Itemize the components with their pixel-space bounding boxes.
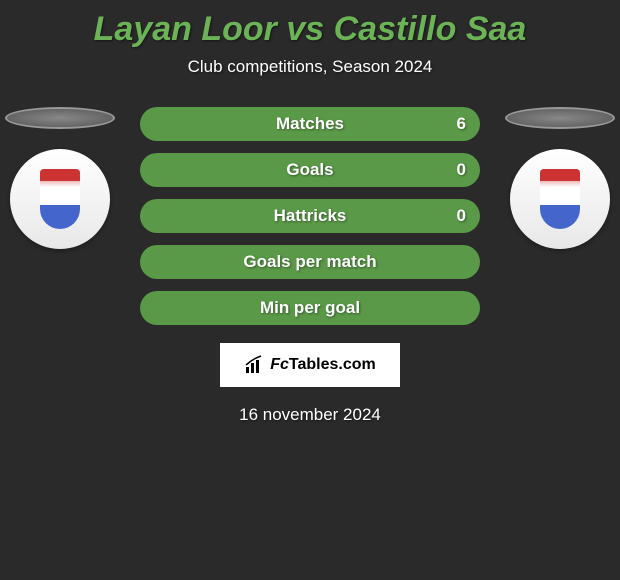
player-right-photo: [505, 107, 615, 129]
infographic-container: Layan Loor vs Castillo Saa Club competit…: [0, 0, 620, 435]
team-badge-left: [10, 149, 110, 249]
stat-bar-matches: Matches 6: [140, 107, 480, 141]
stat-label: Matches: [276, 114, 344, 134]
stat-bar-hattricks: Hattricks 0: [140, 199, 480, 233]
branding-suffix: Tables.com: [289, 356, 376, 373]
stats-column: Matches 6 Goals 0 Hattricks 0 Goals per …: [140, 107, 480, 325]
stat-value-right: 0: [457, 160, 466, 180]
stat-label: Goals per match: [243, 252, 376, 272]
team-badge-right-shield: [540, 169, 580, 229]
team-badge-right: [510, 149, 610, 249]
player-right-column: [500, 107, 620, 249]
branding-prefix: Fc: [270, 356, 289, 373]
stat-bar-goals: Goals 0: [140, 153, 480, 187]
subtitle: Club competitions, Season 2024: [188, 57, 433, 77]
stat-bar-min-per-goal: Min per goal: [140, 291, 480, 325]
content-row: Matches 6 Goals 0 Hattricks 0 Goals per …: [0, 107, 620, 325]
stat-value-right: 0: [457, 206, 466, 226]
stat-value-right: 6: [457, 114, 466, 134]
branding-box: FcTables.com: [220, 343, 400, 387]
stat-label: Hattricks: [274, 206, 347, 226]
team-badge-left-shield: [40, 169, 80, 229]
stat-bar-goals-per-match: Goals per match: [140, 245, 480, 279]
stat-label: Min per goal: [260, 298, 360, 318]
chart-icon: [244, 355, 264, 375]
page-title: Layan Loor vs Castillo Saa: [94, 10, 527, 49]
player-left-photo: [5, 107, 115, 129]
stat-label: Goals: [286, 160, 333, 180]
player-left-column: [0, 107, 120, 249]
branding-text: FcTables.com: [270, 356, 376, 374]
date-text: 16 november 2024: [239, 405, 381, 425]
